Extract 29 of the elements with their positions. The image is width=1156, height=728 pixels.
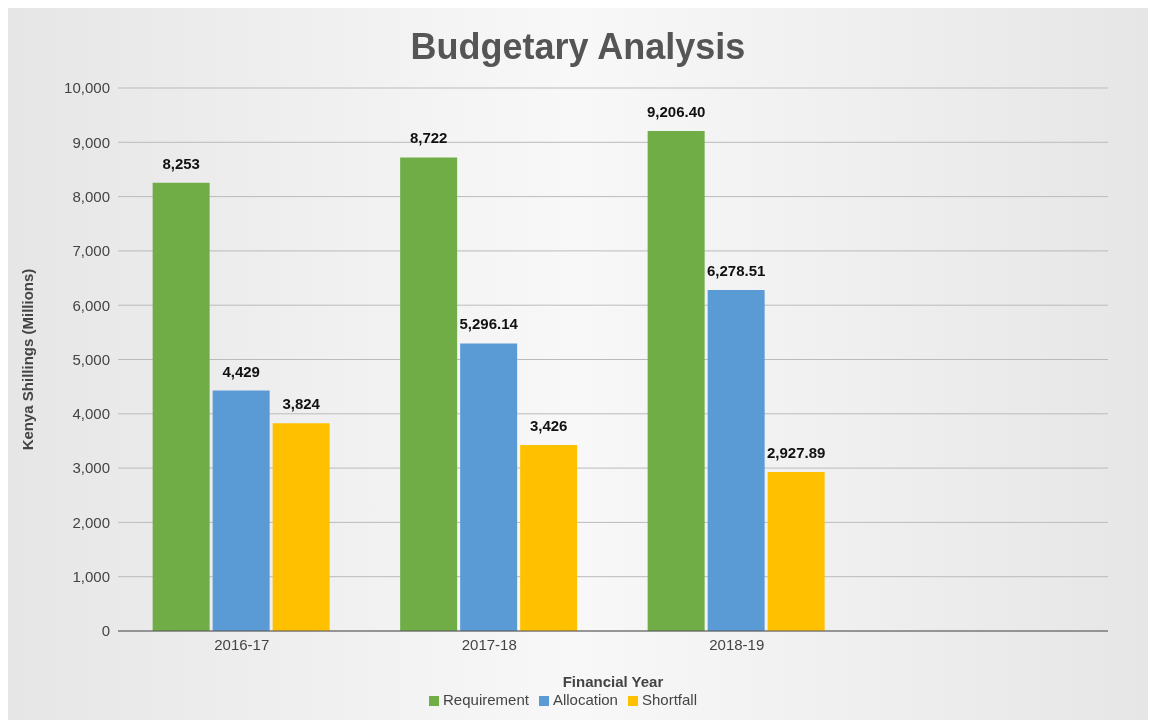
legend-label: Shortfall [641,691,697,708]
x-tick-label: 2017-18 [461,635,517,653]
y-tick-label: 10,000 [64,79,110,97]
data-label: 3,426 [529,416,568,434]
y-tick-label: 0 [101,622,110,640]
x-axis-title: Financial Year [562,673,664,690]
legend-label: Requirement [443,691,529,708]
data-label: 5,296.14 [459,315,519,333]
data-label: 4,429 [222,362,260,380]
legend-label: Allocation [552,691,618,708]
y-tick-label: 7,000 [72,242,110,260]
x-tick-label: 2016-17 [214,635,270,653]
y-tick-label: 8,000 [72,187,110,205]
y-tick-label: 4,000 [72,405,110,423]
data-label: 2,927.89 [766,444,826,462]
y-axis-title: Kenya Shillings (Millions) [19,268,37,451]
data-label: 8,253 [162,154,200,172]
chart-title: Budgetary Analysis [409,25,747,69]
x-tick-label: 2018-19 [709,635,765,653]
y-tick-label: 1,000 [72,568,110,586]
data-label: 8,722 [409,129,448,147]
y-tick-label: 5,000 [72,350,110,368]
data-label: 3,824 [282,395,321,413]
data-label: 9,206.40 [646,103,706,121]
y-tick-label: 2,000 [72,513,110,531]
y-tick-label: 3,000 [72,459,110,477]
y-tick-label: 6,000 [72,296,110,314]
y-tick-label: 9,000 [72,133,110,151]
data-label: 6,278.51 [706,262,766,280]
